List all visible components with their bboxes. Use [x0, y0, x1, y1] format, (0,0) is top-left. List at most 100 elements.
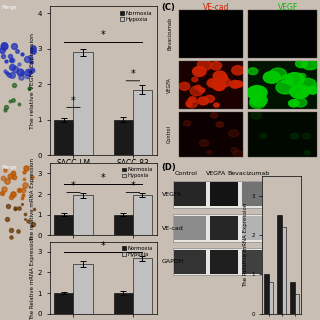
Circle shape — [289, 100, 299, 107]
Circle shape — [195, 85, 201, 90]
Circle shape — [302, 133, 311, 139]
Circle shape — [215, 77, 221, 81]
FancyBboxPatch shape — [173, 214, 275, 242]
Circle shape — [199, 88, 205, 92]
Circle shape — [281, 75, 293, 84]
Bar — [277, 215, 282, 314]
FancyBboxPatch shape — [173, 216, 206, 240]
Circle shape — [304, 151, 310, 155]
Circle shape — [299, 74, 306, 78]
Text: *: * — [131, 181, 135, 191]
Text: Merge: Merge — [2, 165, 17, 170]
Legend: Normoxia, Hypoxia: Normoxia, Hypoxia — [120, 166, 154, 180]
Circle shape — [251, 112, 262, 119]
Circle shape — [192, 77, 198, 82]
Circle shape — [190, 86, 203, 96]
FancyBboxPatch shape — [242, 216, 277, 240]
Circle shape — [186, 102, 192, 107]
Text: *: * — [101, 30, 106, 40]
Y-axis label: The Relative mRNA Expression: The Relative mRNA Expression — [30, 236, 35, 320]
Text: VEGF: VEGF — [278, 3, 298, 12]
Circle shape — [186, 99, 198, 108]
Text: VE-cad: VE-cad — [162, 226, 183, 230]
Bar — [54, 215, 74, 235]
Bar — [133, 90, 152, 155]
Circle shape — [214, 103, 219, 107]
Circle shape — [211, 113, 218, 118]
Circle shape — [298, 78, 316, 91]
Circle shape — [213, 71, 227, 81]
Circle shape — [207, 79, 219, 87]
Circle shape — [198, 97, 208, 105]
Circle shape — [250, 97, 266, 108]
FancyBboxPatch shape — [173, 250, 206, 274]
Circle shape — [216, 122, 224, 127]
Text: Merge: Merge — [2, 5, 17, 10]
Circle shape — [253, 100, 259, 104]
Circle shape — [179, 82, 190, 90]
Circle shape — [220, 75, 228, 81]
Circle shape — [307, 86, 318, 94]
Bar — [133, 258, 152, 314]
Bar — [74, 52, 92, 155]
Bar — [114, 293, 133, 314]
FancyBboxPatch shape — [210, 250, 238, 274]
Text: Bevacizumab: Bevacizumab — [227, 171, 269, 176]
Text: VEGFA: VEGFA — [162, 192, 182, 197]
Text: Bevacizumab: Bevacizumab — [167, 17, 172, 50]
Text: VE-cad: VE-cad — [203, 3, 229, 12]
Text: *: * — [71, 181, 76, 191]
Bar — [114, 215, 133, 235]
Circle shape — [197, 60, 212, 70]
Circle shape — [233, 150, 243, 157]
Bar — [282, 227, 286, 314]
Circle shape — [250, 94, 267, 106]
FancyBboxPatch shape — [248, 112, 317, 157]
Bar — [269, 282, 273, 314]
Circle shape — [183, 121, 191, 126]
FancyBboxPatch shape — [173, 182, 206, 206]
FancyBboxPatch shape — [179, 61, 243, 109]
Y-axis label: The Relative mRNA Expression: The Relative mRNA Expression — [244, 203, 249, 287]
Circle shape — [304, 88, 310, 92]
Circle shape — [247, 86, 267, 100]
Circle shape — [212, 79, 225, 90]
Bar — [54, 293, 74, 314]
Bar — [74, 264, 92, 314]
Y-axis label: The relative VEGFA Expression: The relative VEGFA Expression — [30, 33, 35, 129]
Circle shape — [207, 151, 212, 154]
Circle shape — [260, 134, 266, 138]
Text: (C): (C) — [162, 3, 175, 12]
Circle shape — [263, 71, 280, 83]
Circle shape — [188, 97, 196, 102]
Text: Control: Control — [167, 125, 172, 143]
Circle shape — [294, 98, 307, 107]
Circle shape — [205, 95, 214, 102]
X-axis label: SACC-LM: SACC-LM — [88, 250, 119, 256]
Text: (D): (D) — [162, 163, 176, 172]
Text: *: * — [71, 96, 76, 106]
FancyBboxPatch shape — [179, 10, 243, 58]
FancyBboxPatch shape — [173, 181, 275, 208]
FancyBboxPatch shape — [242, 182, 277, 206]
Y-axis label: The relative mRNA Expression: The relative mRNA Expression — [30, 158, 35, 241]
Circle shape — [228, 130, 239, 137]
Bar — [264, 274, 269, 314]
FancyBboxPatch shape — [210, 182, 238, 206]
Circle shape — [230, 80, 240, 88]
FancyBboxPatch shape — [242, 250, 277, 274]
Circle shape — [269, 68, 286, 80]
Text: *: * — [131, 69, 135, 79]
Bar — [133, 195, 152, 235]
Circle shape — [199, 140, 209, 146]
Bar — [114, 120, 133, 155]
Text: GAPDH: GAPDH — [162, 259, 184, 264]
FancyBboxPatch shape — [173, 248, 275, 275]
Text: VEGFA: VEGFA — [167, 77, 172, 93]
FancyBboxPatch shape — [248, 61, 317, 109]
Circle shape — [219, 78, 231, 87]
Circle shape — [290, 85, 309, 99]
Circle shape — [248, 68, 258, 75]
Circle shape — [231, 148, 238, 153]
Circle shape — [193, 67, 206, 76]
